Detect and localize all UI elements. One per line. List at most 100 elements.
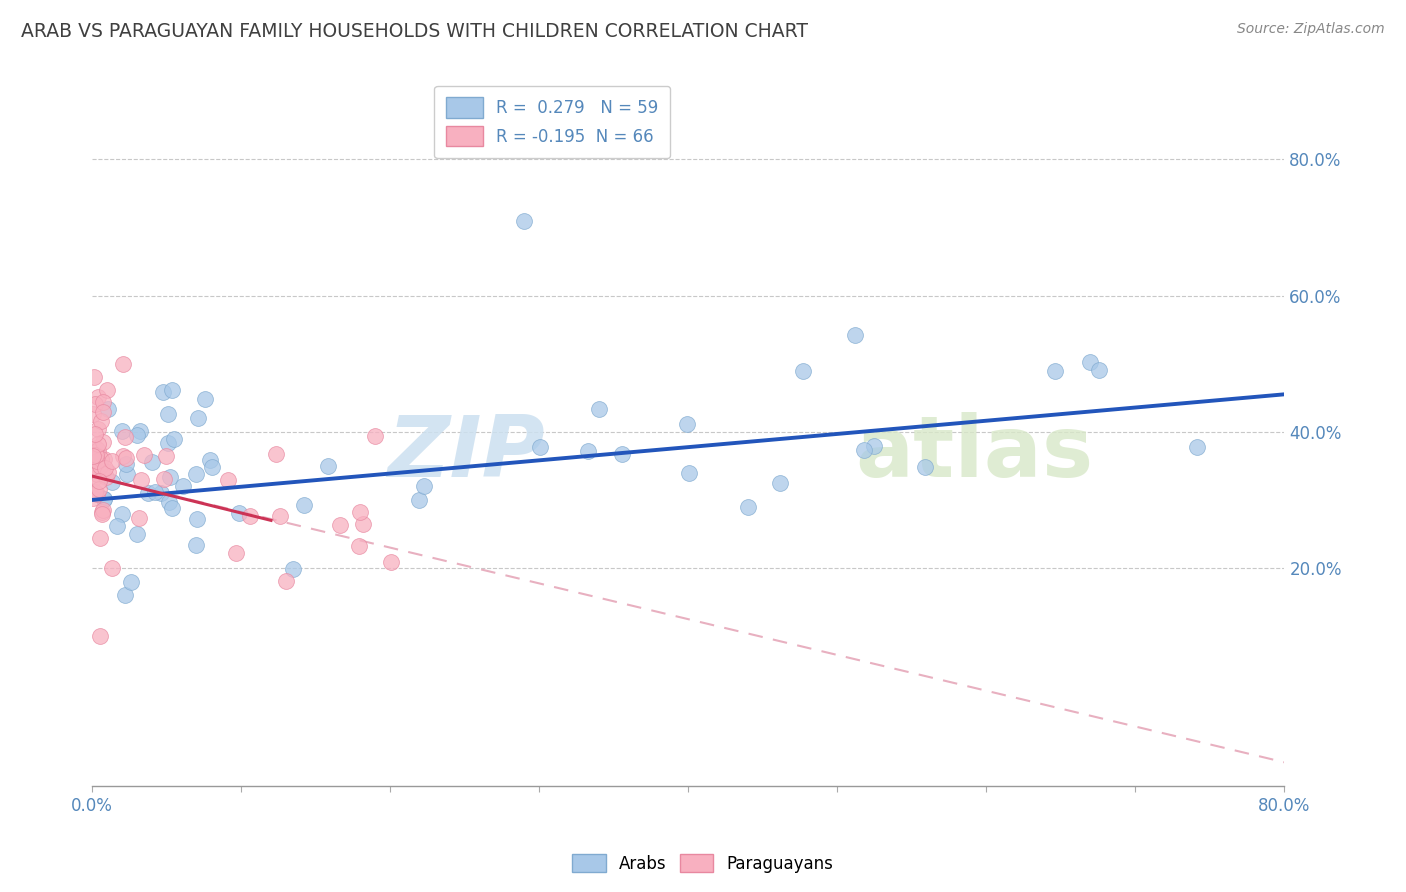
- Point: [82, 445, 104, 459]
- Point: [266, 447, 288, 461]
- Point: [83, 463, 105, 477]
- Point: [105, 519, 128, 533]
- Point: [111, 450, 134, 464]
- Point: [114, 430, 136, 444]
- Point: [157, 407, 180, 421]
- Point: [91, 405, 114, 419]
- Point: [83, 452, 105, 467]
- Point: [187, 410, 209, 425]
- Point: [138, 486, 160, 500]
- Point: [111, 424, 134, 438]
- Point: [87, 390, 110, 404]
- Point: [172, 478, 194, 492]
- Point: [94, 470, 117, 484]
- Point: [111, 508, 134, 522]
- Point: [82, 449, 104, 463]
- Point: [120, 574, 142, 589]
- Point: [89, 458, 111, 473]
- Point: [412, 478, 434, 492]
- Point: [114, 588, 136, 602]
- Point: [408, 492, 430, 507]
- Point: [129, 424, 152, 438]
- Legend: Arabs, Paraguayans: Arabs, Paraguayans: [565, 847, 841, 880]
- Point: [141, 455, 163, 469]
- Point: [186, 511, 208, 525]
- Point: [159, 469, 181, 483]
- Point: [217, 473, 239, 487]
- Point: [128, 511, 150, 525]
- Point: [1080, 354, 1102, 368]
- Point: [269, 508, 291, 523]
- Point: [89, 629, 111, 643]
- Point: [93, 461, 115, 475]
- Point: [84, 449, 107, 463]
- Point: [101, 475, 124, 490]
- Point: [792, 364, 814, 378]
- Point: [82, 407, 104, 421]
- Point: [90, 414, 112, 428]
- Point: [529, 440, 551, 454]
- Point: [769, 475, 792, 490]
- Point: [349, 505, 371, 519]
- Point: [100, 561, 122, 575]
- Point: [588, 401, 610, 416]
- Point: [155, 449, 177, 463]
- Point: [347, 539, 370, 553]
- Point: [114, 451, 136, 466]
- Point: [111, 357, 134, 371]
- Point: [127, 527, 149, 541]
- Point: [87, 442, 110, 457]
- Text: ZIP: ZIP: [388, 411, 546, 494]
- Point: [198, 453, 221, 467]
- Point: [1087, 363, 1109, 377]
- Point: [86, 486, 108, 500]
- Point: [82, 452, 104, 467]
- Point: [91, 435, 114, 450]
- Point: [91, 505, 114, 519]
- Point: [83, 397, 105, 411]
- Point: [228, 506, 250, 520]
- Point: [115, 458, 138, 472]
- Point: [83, 471, 105, 485]
- Text: atlas: atlas: [855, 411, 1094, 494]
- Point: [316, 458, 339, 473]
- Point: [862, 439, 884, 453]
- Point: [160, 383, 183, 397]
- Point: [115, 467, 138, 482]
- Point: [576, 444, 599, 458]
- Text: Source: ZipAtlas.com: Source: ZipAtlas.com: [1237, 22, 1385, 37]
- Point: [184, 538, 207, 552]
- Point: [194, 392, 217, 407]
- Point: [93, 492, 115, 507]
- Point: [143, 484, 166, 499]
- Point: [84, 444, 107, 458]
- Point: [87, 474, 110, 488]
- Point: [678, 466, 700, 480]
- Point: [292, 499, 315, 513]
- Point: [152, 385, 174, 400]
- Point: [129, 473, 152, 487]
- Point: [380, 556, 402, 570]
- Point: [87, 458, 110, 472]
- Point: [239, 508, 262, 523]
- Point: [82, 448, 104, 462]
- Point: [364, 429, 387, 443]
- Point: [329, 518, 352, 533]
- Point: [84, 427, 107, 442]
- Point: [100, 454, 122, 468]
- Point: [87, 422, 110, 436]
- Point: [163, 432, 186, 446]
- Point: [844, 328, 866, 343]
- Point: [91, 463, 114, 477]
- Point: [91, 395, 114, 409]
- Point: [675, 417, 697, 431]
- Point: [184, 467, 207, 481]
- Point: [83, 370, 105, 384]
- Point: [86, 442, 108, 456]
- Point: [86, 448, 108, 462]
- Point: [737, 500, 759, 515]
- Point: [86, 454, 108, 468]
- Point: [87, 437, 110, 451]
- Point: [153, 472, 176, 486]
- Text: ARAB VS PARAGUAYAN FAMILY HOUSEHOLDS WITH CHILDREN CORRELATION CHART: ARAB VS PARAGUAYAN FAMILY HOUSEHOLDS WIT…: [21, 22, 808, 41]
